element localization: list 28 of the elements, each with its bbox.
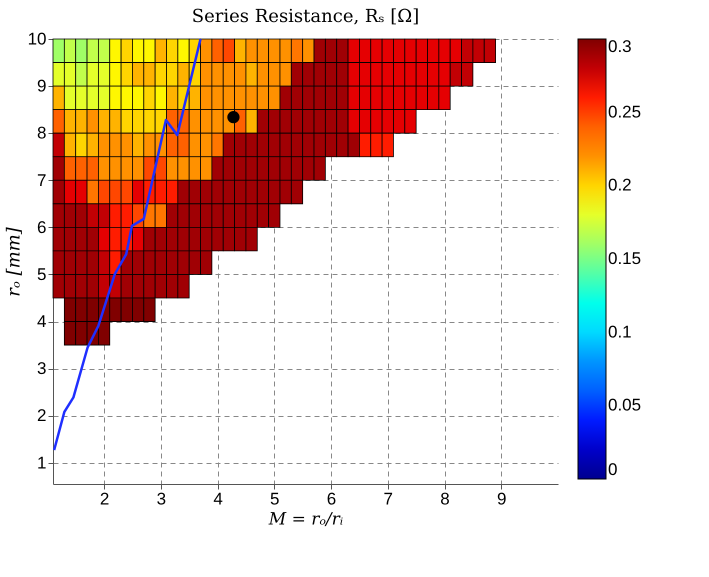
- x-tick-label: 9: [497, 490, 506, 508]
- y-tick-label: 3: [37, 359, 46, 378]
- color-bar-label: 0.25: [608, 102, 642, 122]
- x-tick-label: 2: [100, 490, 110, 508]
- color-bar-label: 0.3: [608, 37, 632, 56]
- x-tick-label: 3: [156, 490, 166, 508]
- y-tick-label: 10: [28, 30, 46, 48]
- color-bar-label: 0.2: [608, 176, 632, 195]
- y-tick-label: 8: [37, 124, 46, 143]
- y-tick-label: 6: [37, 218, 46, 237]
- y-tick-label: 1: [37, 453, 46, 472]
- x-tick-label: 5: [270, 490, 280, 508]
- x-tick-label: 4: [213, 490, 223, 508]
- y-tick-label: 7: [37, 170, 46, 190]
- y-tick-label: 4: [37, 312, 46, 332]
- x-tick-label: 6: [326, 490, 336, 508]
- color-bar-label: 0: [608, 460, 618, 479]
- chart-title: Series Resistance, Rₛ [Ω]: [192, 6, 420, 27]
- x-tick-label: 8: [440, 490, 450, 508]
- color-bar-label: 0.05: [608, 396, 642, 415]
- x-tick-label: 7: [384, 490, 394, 508]
- y-tick-label: 5: [37, 264, 46, 284]
- y-axis-title: rₒ [mm]: [4, 226, 25, 297]
- y-tick-label: 2: [37, 406, 46, 426]
- x-axis-title: M = rₒ/rᵢ: [268, 510, 344, 530]
- color-bar-label: 0.1: [608, 322, 632, 342]
- color-bar-label: 0.15: [608, 249, 642, 268]
- y-tick-label: 9: [37, 76, 46, 96]
